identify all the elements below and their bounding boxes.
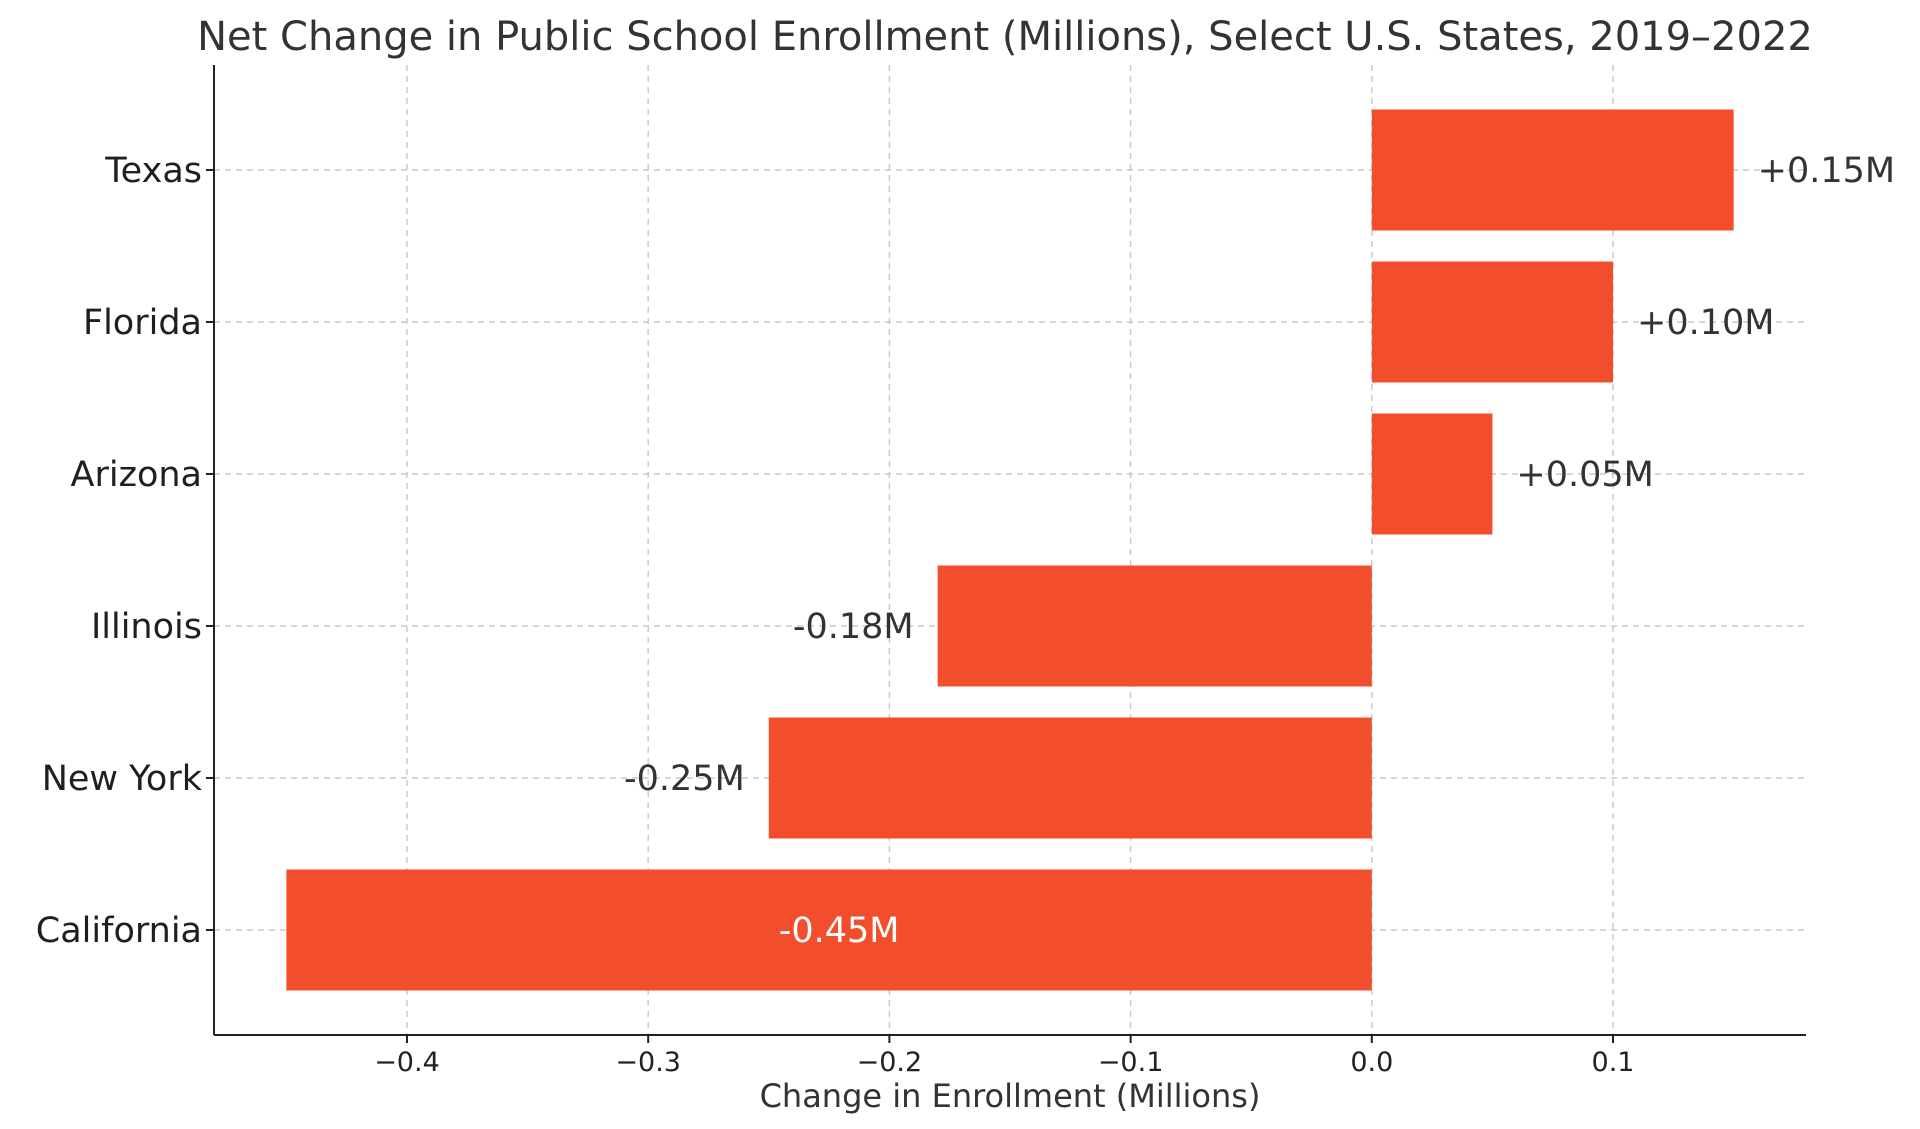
y-tick-label: Arizona xyxy=(71,455,202,495)
y-tick-label: Texas xyxy=(104,151,202,191)
y-tick-label: Illinois xyxy=(91,607,202,647)
x-tick-label: −0.4 xyxy=(374,1047,440,1078)
bar-florida xyxy=(1371,261,1614,383)
bar-arizona xyxy=(1371,413,1493,535)
y-tick-label: California xyxy=(36,911,202,951)
bar-illinois xyxy=(937,565,1372,687)
axes xyxy=(206,65,1806,1043)
chart-title: Net Change in Public School Enrollment (… xyxy=(197,14,1813,60)
bar-california xyxy=(286,869,1372,991)
x-tick-label: 0.1 xyxy=(1592,1047,1635,1078)
data-label: -0.18M xyxy=(793,607,914,647)
x-tick-label: −0.3 xyxy=(615,1047,681,1078)
x-axis-title: Change in Enrollment (Millions) xyxy=(760,1077,1261,1115)
data-label: +0.05M xyxy=(1516,455,1653,495)
x-tick-label: −0.1 xyxy=(1098,1047,1164,1078)
data-label: -0.45M xyxy=(779,911,900,951)
data-label: +0.15M xyxy=(1758,151,1895,191)
bar-new-york xyxy=(768,717,1372,839)
y-tick-label: New York xyxy=(42,759,203,799)
bars xyxy=(286,109,1734,991)
x-tick-label: −0.2 xyxy=(857,1047,923,1078)
x-tick-label: 0.0 xyxy=(1350,1047,1393,1078)
data-label: -0.25M xyxy=(624,759,745,799)
data-label: +0.10M xyxy=(1637,303,1774,343)
y-tick-label: Florida xyxy=(83,303,202,343)
labels: −0.4 −0.3 −0.2 −0.1 0.0 0.1 Texas +0.15M Florida… xyxy=(36,151,1895,1078)
bar-texas xyxy=(1371,109,1734,231)
